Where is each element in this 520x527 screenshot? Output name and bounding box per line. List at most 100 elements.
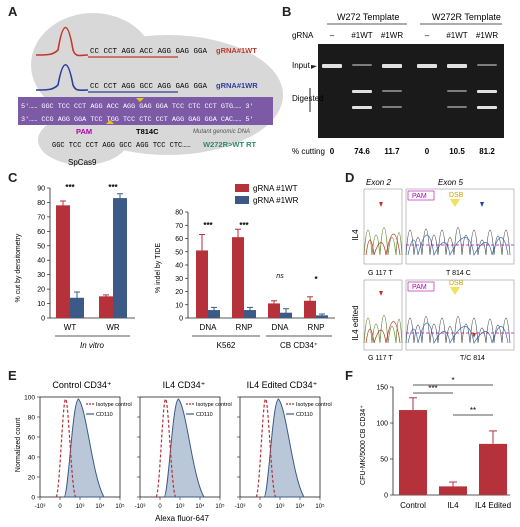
e-xtick-label: 10³	[276, 504, 285, 510]
cutting-value-4: 0	[425, 147, 430, 156]
marker-814-bottom	[472, 333, 476, 338]
ytick-label: 10	[37, 301, 45, 308]
f-bar	[439, 486, 467, 495]
ytick-label: 70	[175, 223, 183, 230]
trace-exon5-bottom-black	[405, 316, 511, 344]
lane-label-6: #1WR	[476, 31, 498, 40]
e-cd110-histogram	[263, 398, 305, 498]
e-cd110-histogram	[63, 398, 105, 498]
legend-swatch-wt	[235, 184, 249, 192]
band-input-4	[417, 64, 437, 68]
e-xtick-label: 10⁴	[95, 503, 105, 510]
e-xtick-label: 0	[258, 504, 262, 510]
e-legend-isotype-label: Isotype control	[296, 402, 332, 408]
pam-label: PAM	[76, 127, 92, 136]
e-xtick-label: -10³	[35, 504, 46, 510]
cutting-value-2: 74.6	[354, 147, 370, 156]
e-legend-isotype-label: Isotype control	[196, 402, 232, 408]
f-sig-control-il4: ***	[428, 384, 437, 393]
ytick-label: 100	[376, 421, 388, 428]
wt-guide-label: gRNA#1WT	[216, 46, 257, 55]
w272r-template-title: W272R Template	[432, 12, 501, 22]
lane-label-5: #1WT	[446, 31, 467, 40]
panel-label-a: A	[8, 4, 18, 19]
c-right-ylabel: % indel by TIDE	[155, 243, 162, 293]
e-xtick-label: 0	[58, 504, 62, 510]
band-digest-2b	[352, 106, 372, 109]
panel-label-f: F	[345, 368, 353, 383]
f-sig-il4-edited: **	[470, 406, 476, 415]
e-xtick-label: 10⁴	[195, 503, 205, 510]
bar	[268, 303, 280, 318]
ytick-label: 50	[175, 249, 183, 256]
ytick-label: 150	[376, 385, 388, 392]
f-bars	[399, 397, 507, 495]
c-left-cat-wt: WT	[64, 323, 77, 332]
e-xtick-label: 10⁴	[295, 503, 305, 510]
ytick-label: 60	[37, 229, 45, 236]
c-right-group-label-2: CB CD34⁺	[280, 341, 318, 350]
trace-exon5-bottom-blue	[407, 322, 509, 345]
e-title-control: Control CD34⁺	[52, 380, 112, 390]
cutting-row-label: % cutting	[292, 147, 325, 156]
c-right-sig-4: *	[314, 275, 318, 284]
mutant-dna-note: Mutant genomic DNA	[193, 129, 250, 135]
band-input-6	[477, 64, 497, 66]
e-xlabel: Alexa fluor-647	[155, 514, 209, 523]
grna-row-label: gRNA	[292, 31, 314, 40]
e-legend-cd110-label: CD110	[296, 412, 313, 418]
e-legend-cd110-label: CD110	[96, 412, 113, 418]
marker-814-top	[480, 202, 484, 207]
panel-c-charts: gRNA #1WT gRNA #1WR % cut by densitometr…	[15, 183, 335, 350]
repair-template-seq: GGC TCC CCT AGG GCC AGG TCC CTC……	[52, 142, 191, 150]
e-xtick-label: 0	[158, 504, 162, 510]
c-left-yticks: 0 10 20 30 40 50 60 70 80 90	[37, 186, 50, 323]
ytick-label: 0	[41, 316, 45, 323]
f-cat-il4-edited: IL4 Edited	[475, 501, 511, 510]
dsb-label-bottom: DSB	[449, 280, 464, 287]
c-right-cat-1: DNA	[200, 323, 218, 332]
legend-label-wt: gRNA #1WT	[253, 184, 298, 193]
bar	[196, 250, 208, 318]
pam-box-bottom	[407, 281, 435, 292]
e-ytick-label: 60	[28, 435, 36, 442]
digested-label: Digested	[292, 94, 324, 103]
e-xtick-label: 10³	[176, 504, 185, 510]
base-label-top-left: G 117 T	[368, 270, 393, 277]
band-digest-3b	[382, 106, 402, 108]
e-legend-cd110-label: CD110	[196, 412, 213, 418]
ytick-label: 50	[37, 243, 45, 250]
ytick-label: 30	[37, 272, 45, 279]
trace-exon2-bottom-red	[365, 321, 401, 344]
e-xtick-label: 10⁵	[115, 503, 125, 510]
cutting-values: 0 74.6 11.7 0 10.5 81.2	[330, 147, 496, 156]
ytick-label: 20	[175, 289, 183, 296]
e-xtick-label: -10³	[135, 504, 146, 510]
base-label-bottom-left: G 117 T	[368, 355, 393, 362]
e-title-il4: IL4 CD34⁺	[163, 380, 206, 390]
f-bar	[479, 443, 507, 495]
e-ytick-label: 100	[24, 395, 35, 402]
c-right-cat-3: DNA	[272, 323, 290, 332]
bar	[70, 297, 84, 318]
trace-exon5-top-blue	[407, 234, 509, 257]
top-strand: 5'…… GGC TCC CCT AGG ACC AGG GAG GGA TCC…	[21, 103, 254, 111]
e-ytick-label: 80	[28, 415, 36, 422]
bar	[304, 300, 316, 318]
c-left-group-label: In vitro	[80, 341, 105, 350]
ytick-label: 60	[175, 236, 183, 243]
cutting-value-1: 0	[330, 147, 335, 156]
wt-guide-peak	[35, 26, 89, 57]
ytick-label: 30	[175, 276, 183, 283]
e-isotype-curve	[55, 398, 77, 498]
f-cat-control: Control	[400, 501, 426, 510]
c-right-cat-4: RNP	[308, 323, 325, 332]
e-xtick-label: 10³	[76, 504, 85, 510]
cutting-value-3: 11.7	[384, 147, 400, 156]
trace-exon2-bottom-green	[363, 314, 403, 344]
cut-site-marker-bottom	[106, 120, 114, 124]
e-cd110-histogram	[163, 398, 205, 498]
panel-label-e: E	[8, 368, 17, 383]
wt-guide-seq: CC CCT AGG ACC AGG GAG GGA	[90, 48, 208, 56]
exon5-label: Exon 5	[438, 178, 463, 187]
